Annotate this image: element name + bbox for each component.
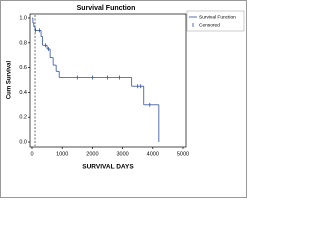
- x-tick-label: 5000: [177, 151, 189, 157]
- y-tick-label: 0.0: [19, 139, 27, 145]
- y-tick-label: 1.0: [19, 15, 27, 21]
- y-axis-label: Cum Survival: [7, 61, 13, 100]
- x-axis-label: SURVIVAL DAYS: [82, 164, 134, 171]
- chart: Survival Function Cum Survival SURVIVAL …: [0, 0, 247, 198]
- plot-area: [29, 13, 187, 148]
- x-tick-label: 2000: [86, 151, 98, 157]
- chart-title: Survival Function: [77, 5, 136, 12]
- y-tick-label: 0.6: [19, 65, 27, 71]
- legend-label: Censored: [199, 22, 220, 28]
- y-tick-label: 0.4: [19, 90, 27, 96]
- y-tick-label: 0.8: [19, 40, 27, 46]
- x-tick-label: 1000: [56, 151, 68, 157]
- legend-label: Survival Function: [199, 14, 236, 20]
- legend: [186, 10, 245, 32]
- x-tick-label: 3000: [116, 151, 128, 157]
- y-tick-label: 0.2: [19, 115, 27, 121]
- x-tick-label: 0: [30, 151, 33, 157]
- x-tick-label: 4000: [147, 151, 159, 157]
